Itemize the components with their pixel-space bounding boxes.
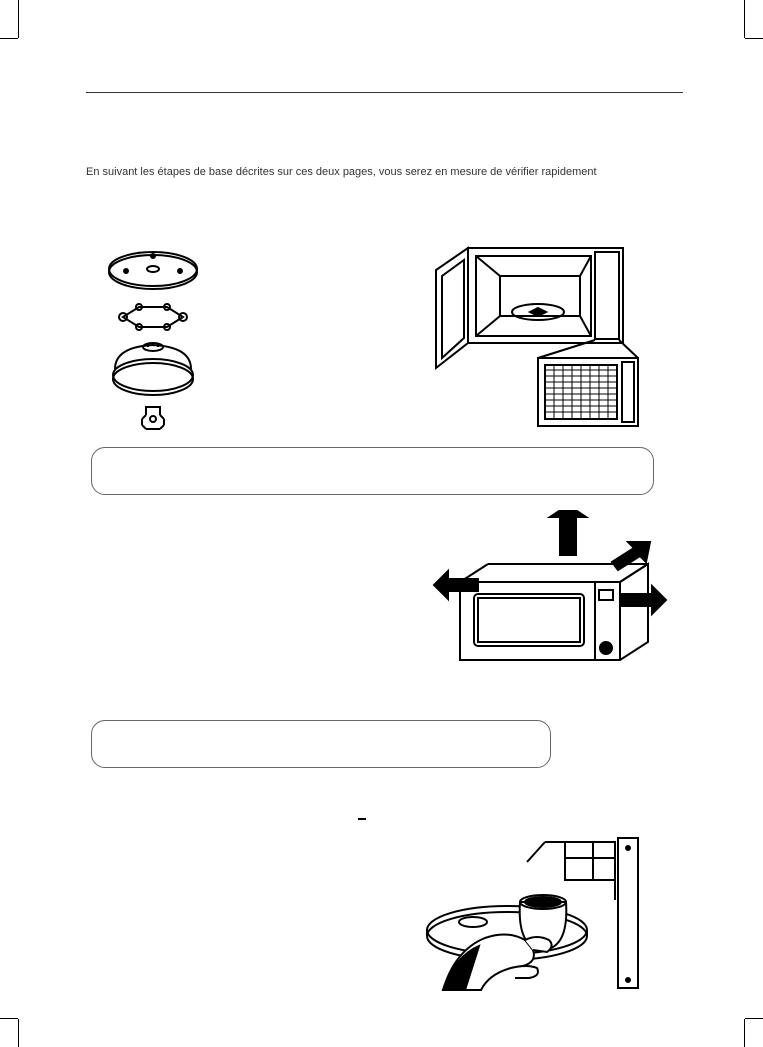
crop-mark: [745, 1018, 763, 1019]
dash-mark: [358, 818, 366, 820]
intro-paragraph: En suivant les étapes de base décrites s…: [86, 165, 683, 180]
crop-mark: [18, 0, 19, 38]
microwave-ventilation-icon: [420, 510, 670, 685]
info-box: [91, 720, 551, 768]
info-box: [91, 447, 654, 495]
microwave-open-icon: [430, 240, 660, 430]
crop-mark: [745, 38, 763, 39]
crop-mark: [744, 0, 745, 38]
header-rule: [86, 92, 683, 93]
crop-mark: [0, 1018, 18, 1019]
crop-mark: [744, 1019, 745, 1047]
hand-placing-cup-icon: [415, 830, 660, 995]
turntable-parts-icon: [98, 247, 208, 437]
crop-mark: [0, 38, 18, 39]
crop-mark: [18, 1019, 19, 1047]
